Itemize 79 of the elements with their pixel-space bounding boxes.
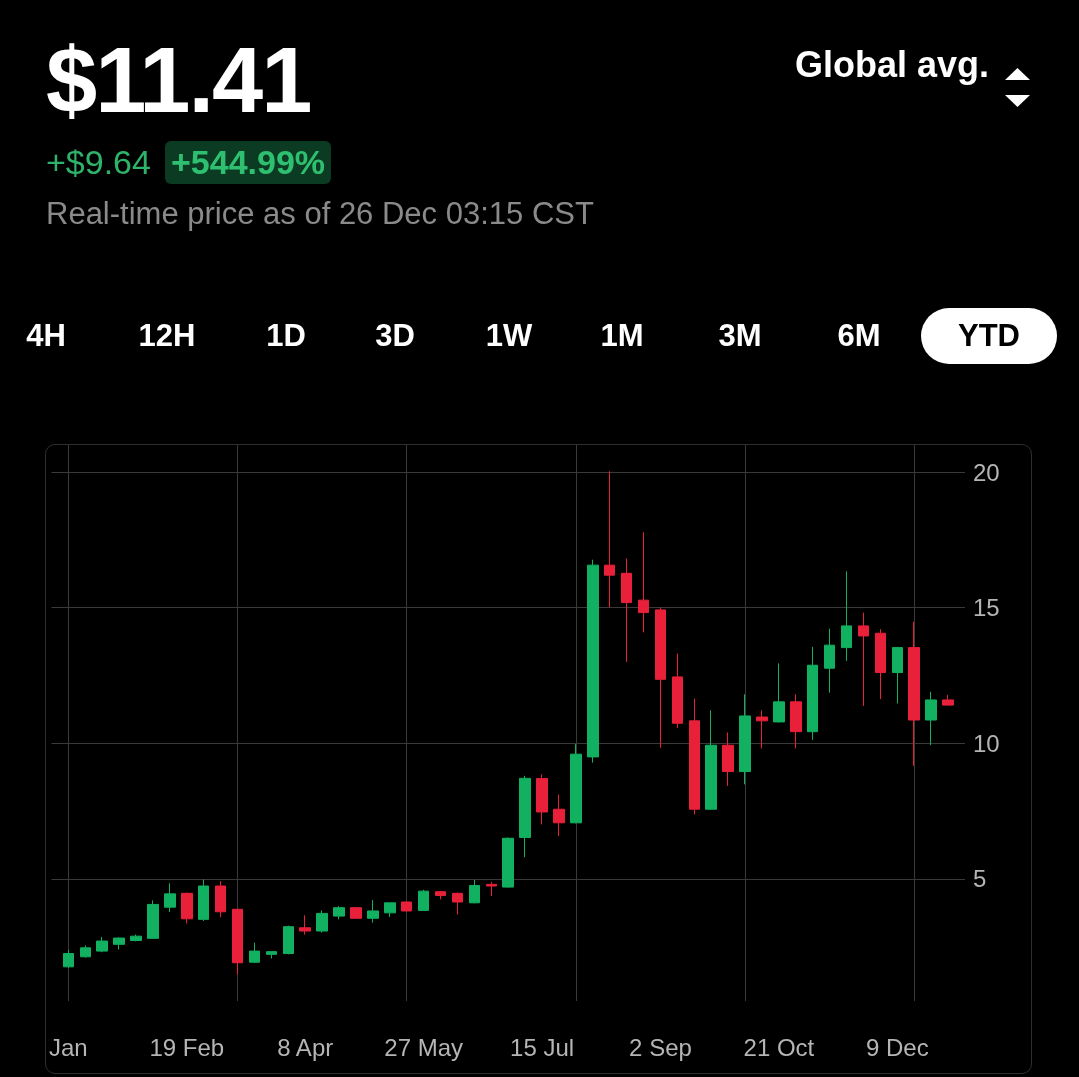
candlestick <box>452 892 463 915</box>
candlestick <box>908 621 920 767</box>
candlestick <box>299 914 311 936</box>
candlestick <box>604 470 615 608</box>
x-tick-label: 8 Apr <box>277 1033 334 1061</box>
candlestick <box>705 709 717 811</box>
text: 3M <box>717 317 763 355</box>
text: 3D <box>374 317 416 355</box>
chart-title: $11.41 <box>46 29 311 131</box>
text: 1D <box>265 317 307 355</box>
candlestick <box>621 557 632 663</box>
candlestick <box>333 905 345 920</box>
x-tick-label: 21 Oct <box>743 1033 815 1061</box>
candlestick <box>587 559 599 764</box>
candlestick <box>283 925 294 955</box>
candlestick <box>722 731 734 787</box>
y-tick-label: 10 <box>973 729 1000 757</box>
candlestick <box>858 612 869 707</box>
candlestick <box>350 906 362 920</box>
text: 4H <box>25 317 67 355</box>
candlestick <box>63 949 74 969</box>
candlestick <box>80 944 91 959</box>
candlestick <box>739 693 751 785</box>
x-tick-label: 9 Dec <box>865 1033 929 1061</box>
candlestick <box>942 694 954 706</box>
x-tick-label: 15 Jul <box>510 1033 575 1061</box>
candlestick <box>96 936 108 953</box>
candlestick <box>316 909 328 934</box>
candlestick <box>892 646 903 704</box>
candlestick <box>435 890 446 900</box>
x-tick-label: Jan <box>49 1033 88 1061</box>
text: +544.99% <box>164 140 332 184</box>
candlestick <box>418 889 429 912</box>
candlestick <box>181 892 193 924</box>
candlestick <box>215 880 226 918</box>
candlestick <box>638 531 649 633</box>
candlestick <box>756 709 768 749</box>
text: +$9.64 <box>46 142 151 182</box>
candlestick <box>672 653 683 729</box>
text: YTD <box>921 308 1057 364</box>
candlestick <box>519 775 531 858</box>
candlestick <box>232 908 243 975</box>
candlestick <box>147 899 159 940</box>
candlestick <box>807 646 818 741</box>
candlestick <box>536 773 548 825</box>
candlestick <box>367 899 379 924</box>
x-tick-label: 27 May <box>384 1033 463 1061</box>
candlestick <box>790 693 802 749</box>
candlestick <box>113 937 125 950</box>
candlestick <box>841 570 852 662</box>
candlestick <box>486 881 497 897</box>
candlestick <box>401 900 412 912</box>
candlestick <box>689 698 700 815</box>
candlestick <box>198 878 209 922</box>
text: 1W <box>484 317 534 355</box>
text: 12H <box>137 317 197 355</box>
candlestick <box>553 794 565 837</box>
candlestick <box>502 836 514 889</box>
candlestick <box>384 902 396 918</box>
text: 1M <box>599 317 645 355</box>
x-tick-label: 2 Sep <box>629 1033 692 1061</box>
candlestick <box>875 628 886 700</box>
x-tick-label: 19 Feb <box>149 1033 225 1061</box>
candlestick <box>570 743 582 824</box>
candlestick <box>469 879 480 904</box>
candlestick <box>925 691 937 746</box>
y-tick-label: 20 <box>973 458 1000 486</box>
chart-subtitle: Real-time price as of 26 Dec 03:15 CST <box>46 196 594 232</box>
text: 6M <box>836 317 882 355</box>
y-tick-label: 15 <box>973 594 1000 622</box>
candlestick <box>130 934 142 942</box>
text: Global avg. <box>794 44 989 86</box>
y-tick-label: 5 <box>973 865 987 893</box>
candlestick <box>773 662 785 723</box>
candlestick <box>164 882 176 913</box>
candlestick <box>824 628 835 694</box>
candlestick <box>266 950 277 959</box>
candlestick <box>655 606 666 749</box>
candlestick <box>249 942 260 964</box>
